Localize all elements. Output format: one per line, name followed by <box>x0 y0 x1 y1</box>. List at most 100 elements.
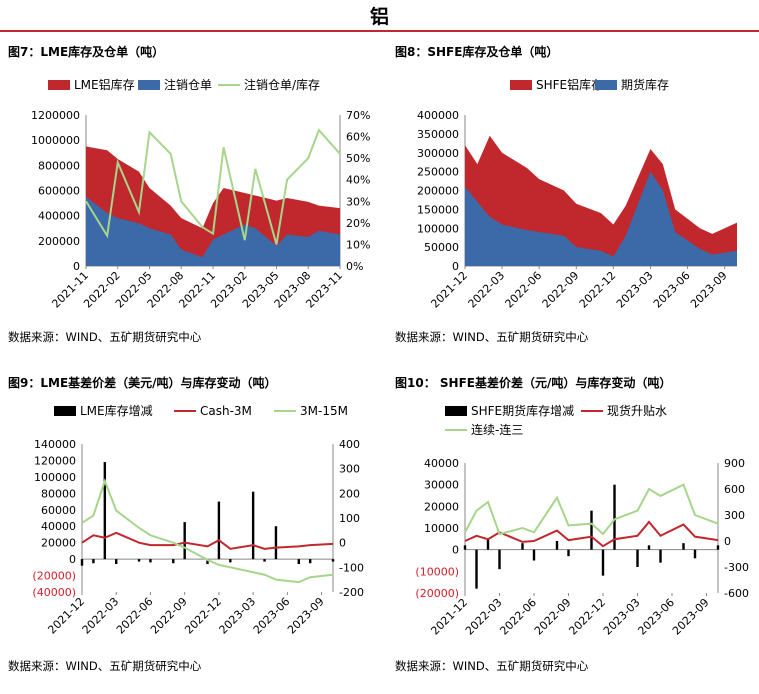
x-tick-label: 2022-06 <box>497 596 539 638</box>
figure-7-source: 数据来源：WIND、五矿期货研究中心 <box>8 330 202 344</box>
bar-mark-SHFE期货库存增减 <box>463 545 467 550</box>
x-tick-label: 2022-09 <box>540 269 582 311</box>
line-series-Cash-3M <box>81 531 334 550</box>
y2-tick-label: 900 <box>724 457 745 470</box>
x-tick-label: 2023-09 <box>670 596 712 638</box>
y2-tick-label: 300 <box>724 509 745 522</box>
y2-tick-label: 200 <box>339 487 360 500</box>
y-tick-label: 50000 <box>424 241 459 254</box>
bar-mark-SHFE期货库存增减 <box>555 541 559 550</box>
legend-swatch <box>445 406 467 416</box>
x-tick-label: 2022-12 <box>182 595 224 637</box>
bar-mark-LME库存增减 <box>137 559 141 562</box>
y-tick-label: 20000 <box>424 500 459 513</box>
y2-tick-label: 0% <box>346 260 363 273</box>
y2-tick-label: 50% <box>346 152 370 165</box>
bar-mark-LME库存增减 <box>331 559 335 562</box>
bar-mark-SHFE期货库存增减 <box>693 549 697 559</box>
page-title: 铝 <box>369 6 389 28</box>
area-series-期货库存 <box>465 171 737 266</box>
x-tick-label: 2023-03 <box>601 596 643 638</box>
y-tick-label: 30000 <box>424 479 459 492</box>
x-tick-label: 2022-12 <box>577 269 619 311</box>
y-tick-label: 200000 <box>417 185 459 198</box>
x-tick-label: 2022-12 <box>566 596 608 638</box>
y-tick-label: 1200000 <box>31 109 80 122</box>
x-tick-label: 2023-03 <box>217 595 259 637</box>
y-tick-label: (20000) <box>32 570 76 583</box>
legend-label: 注销仓单 <box>164 77 212 92</box>
bar-mark-LME库存增减 <box>149 559 152 563</box>
legend-label: 连续-连三 <box>471 422 523 437</box>
legend-label: SHFE铝库存 <box>536 77 603 92</box>
y2-tick-label: 0 <box>724 535 731 548</box>
bar-mark-LME库存增减 <box>115 559 118 565</box>
bar-mark-LME库存增减 <box>183 522 186 560</box>
y-tick-label: 140000 <box>34 438 76 451</box>
figure-8-panel: 图8：SHFE库存及仓单（吨） 0 50000 100000 150000 200000… <box>395 43 759 363</box>
y-tick-label: 400000 <box>417 109 459 122</box>
x-tick-label: 2022-03 <box>80 595 122 637</box>
x-tick-label: 2021-12 <box>428 269 470 311</box>
legend-swatch <box>54 406 76 416</box>
y-tick-label: 80000 <box>41 487 76 500</box>
bar-mark-LME库存增减 <box>80 559 84 566</box>
y-tick-label: 0 <box>452 544 459 557</box>
legend-swatch <box>510 80 532 90</box>
bar-mark-LME库存增减 <box>103 462 107 560</box>
bar-mark-LME库存增减 <box>251 491 255 560</box>
y-tick-label: 400000 <box>38 210 80 223</box>
bar-mark-SHFE期货库存增减 <box>486 538 490 550</box>
y2-tick-label: 70% <box>346 109 370 122</box>
y-tick-label: 200000 <box>38 235 80 248</box>
x-tick-label: 2022-03 <box>466 269 508 311</box>
x-tick-label: 2023-06 <box>635 596 677 638</box>
figure-7-panel: 图7：LME库存及仓单（吨） 0 200000 400000 600000 800000… <box>8 43 378 363</box>
bar-mark-LME库存增减 <box>172 559 175 564</box>
y-tick-label: 150000 <box>417 203 459 216</box>
x-tick-label: 2021-12 <box>428 596 470 638</box>
x-tick-label: 2023-06 <box>251 595 293 637</box>
line-series-现货升贴水 <box>464 520 719 548</box>
x-tick-label: 2023-09 <box>285 595 327 637</box>
y-tick-label: 20000 <box>41 537 76 550</box>
legend-label: 现货升贴水 <box>607 403 667 418</box>
y2-tick-label: -300 <box>724 561 749 574</box>
legend-label: Cash-3M <box>200 404 252 418</box>
y-tick-label: 600000 <box>38 185 80 198</box>
y-tick-label: 0 <box>73 260 80 273</box>
figure-10-chart: (20000) (10000) 0 10000 20000 30000 40000 -600 -… <box>415 403 749 638</box>
figure-9-chart: (40000) (20000) 0 20000 40000 60000 80000 10000… <box>32 403 364 637</box>
x-tick-label: 2022-06 <box>114 595 156 637</box>
x-tick-label: 2023-09 <box>688 269 730 311</box>
figure-7-chart: 0 200000 400000 600000 800000 1000000 1200000 0… <box>31 77 370 311</box>
bar-mark-LME库存增减 <box>92 559 95 564</box>
bar-mark-SHFE期货库存增减 <box>716 545 720 550</box>
y-tick-label: 1000000 <box>31 134 80 147</box>
figure-8-source: 数据来源：WIND、五矿期货研究中心 <box>395 330 589 344</box>
figure-9-title: 图9：LME基差价差（美元/吨）与库存变动（吨） <box>8 376 277 390</box>
x-tick-label: 2022-06 <box>503 269 545 311</box>
y2-tick-label: 300 <box>339 463 360 476</box>
bar-mark-SHFE期货库存增减 <box>636 549 639 567</box>
y-tick-label: 40000 <box>424 457 459 470</box>
legend-swatch <box>138 80 160 90</box>
y2-tick-label: -200 <box>339 586 364 599</box>
y2-tick-label: 600 <box>724 483 745 496</box>
bar-mark-LME库存增减 <box>217 501 221 560</box>
figure-9-panel: 图9：LME基差价差（美元/吨）与库存变动（吨） (40000) (20000) 0… <box>8 374 378 694</box>
bar-mark-SHFE期货库存增减 <box>521 543 524 550</box>
bar-mark-LME库存增减 <box>274 526 278 560</box>
legend-label: SHFE期货库存增减 <box>471 403 574 418</box>
y2-tick-label: 0 <box>339 537 346 550</box>
line-series-连续-连三 <box>464 483 719 536</box>
title-rule <box>0 30 759 32</box>
figure-7-title: 图7：LME库存及仓单（吨） <box>8 45 165 59</box>
bar-mark-SHFE期货库存增减 <box>590 510 593 550</box>
y2-tick-label: 10% <box>346 238 370 251</box>
line-series-3M-15M <box>81 478 334 584</box>
y2-tick-label: 20% <box>346 217 370 230</box>
x-tick-label: 2023-06 <box>651 269 693 311</box>
y2-tick-label: 60% <box>346 131 370 144</box>
y-tick-label: (10000) <box>415 565 459 578</box>
